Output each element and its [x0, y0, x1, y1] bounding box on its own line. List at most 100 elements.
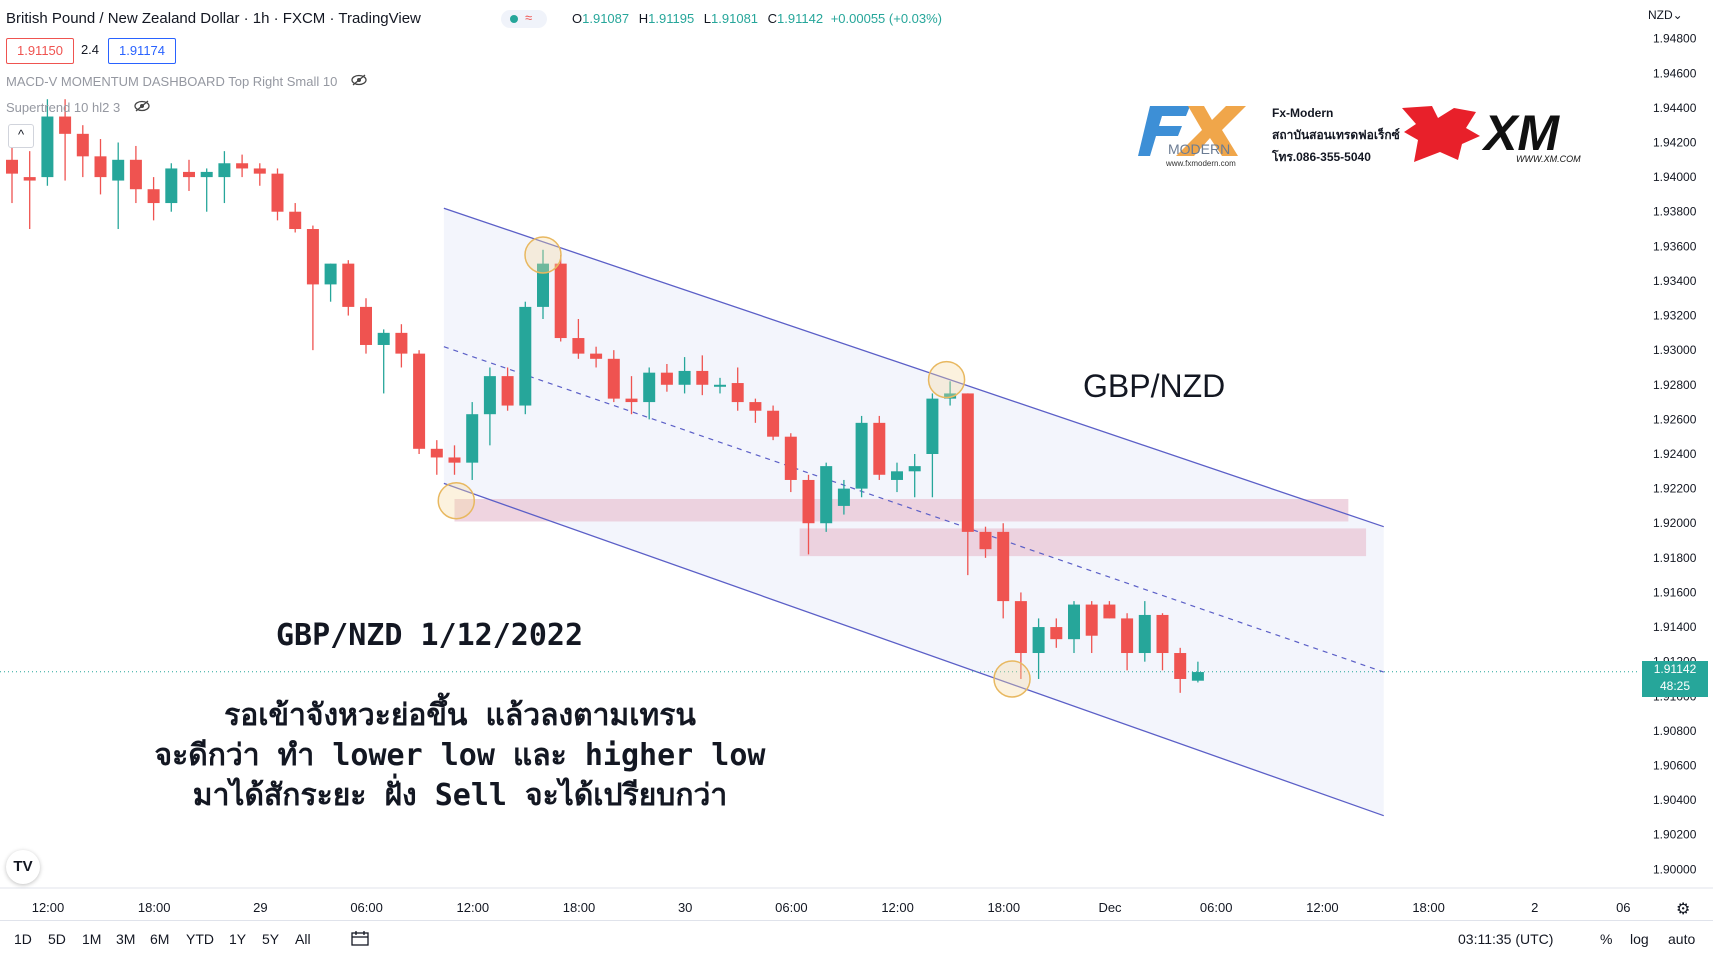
range-1d[interactable]: 1D — [14, 931, 32, 947]
candle-body — [360, 306, 372, 345]
candle — [519, 301, 532, 415]
candle-body — [342, 263, 355, 307]
candle — [218, 151, 231, 204]
price-tick-label: 1.93400 — [1653, 274, 1697, 288]
open-label: O — [572, 11, 583, 26]
candle-body — [891, 471, 903, 480]
range-6m[interactable]: 6M — [150, 931, 170, 947]
candle-body — [519, 306, 532, 406]
candle-body — [94, 156, 107, 178]
candle-body — [1138, 614, 1151, 654]
range-5d[interactable]: 5D — [48, 931, 66, 947]
candle — [607, 350, 620, 403]
candle — [590, 346, 603, 368]
candle-body — [678, 370, 691, 385]
range-1y[interactable]: 1Y — [229, 931, 247, 947]
low-value: 1.91081 — [711, 11, 759, 26]
high-value: 1.91195 — [648, 11, 695, 26]
candle — [1156, 613, 1169, 671]
candle — [41, 99, 54, 186]
percent-scale-toggle[interactable]: % — [1600, 931, 1613, 947]
candle-body — [784, 436, 797, 480]
fx-modern-name: Fx-Modern — [1272, 106, 1334, 120]
tradingview-logo-icon[interactable]: TV — [6, 850, 40, 884]
candle-body — [253, 168, 266, 174]
time-tick-label: 06 — [1616, 900, 1630, 915]
candle-body — [590, 353, 603, 359]
candle — [784, 433, 797, 493]
candle — [855, 415, 868, 498]
candle-body — [413, 353, 426, 449]
channel-upper-line — [443, 207, 1384, 528]
candle-body — [466, 414, 479, 463]
sell-price-button[interactable]: 1.91150 — [6, 38, 74, 64]
candle-body — [1014, 601, 1027, 654]
candle — [200, 168, 213, 212]
eye-off-icon[interactable] — [351, 74, 367, 89]
range-all[interactable]: All — [295, 931, 311, 947]
time-tick-label: 18:00 — [138, 900, 171, 915]
candle-body — [236, 163, 249, 169]
auto-scale-toggle[interactable]: auto — [1668, 931, 1696, 947]
buy-price-button[interactable]: 1.91174 — [108, 38, 176, 64]
candle — [94, 139, 107, 195]
swing-point-marker-4 — [993, 660, 1031, 698]
candle-body — [607, 358, 620, 399]
price-tick-label: 1.93000 — [1653, 343, 1697, 357]
price-tick-label: 1.93200 — [1653, 309, 1697, 323]
last-price-value: 1.91142 — [1653, 662, 1697, 676]
candle-body — [271, 173, 284, 212]
candle — [342, 260, 355, 316]
go-to-date-icon[interactable] — [350, 931, 370, 950]
candle — [1050, 618, 1063, 648]
candle — [59, 99, 72, 181]
candle — [678, 357, 691, 394]
channel-lower-line — [443, 482, 1384, 817]
candle — [360, 298, 372, 354]
candle-body — [6, 159, 18, 174]
indicator-supertrend[interactable]: Supertrend 10 hl2 3 — [6, 100, 150, 115]
range-5y[interactable]: 5Y — [262, 931, 280, 947]
time-tick-label: 06:00 — [775, 900, 808, 915]
candle-body — [1174, 653, 1187, 679]
price-tick-label: 1.94600 — [1653, 66, 1697, 80]
indicator-supertrend-label: Supertrend 10 hl2 3 — [6, 100, 121, 115]
eye-off-icon[interactable] — [134, 100, 150, 115]
candle — [183, 159, 195, 191]
utc-clock[interactable]: 03:11:35 (UTC) — [1458, 931, 1554, 947]
candle-body — [377, 332, 390, 345]
log-scale-toggle[interactable]: log — [1630, 931, 1649, 947]
fx-modern-contact: Fx-Modern สถาบันสอนเทรดฟอเร็กซ์ โทร.086-… — [1272, 102, 1400, 168]
candle — [837, 479, 850, 515]
settings-gear-icon[interactable]: ⚙ — [1676, 899, 1690, 918]
collapse-indicators-button[interactable]: ^ — [8, 124, 34, 148]
candle — [377, 329, 390, 394]
candle-body — [572, 338, 585, 354]
price-tick-label: 1.94000 — [1653, 170, 1697, 184]
market-status[interactable]: ≈ — [501, 10, 547, 28]
candle-body — [731, 383, 744, 403]
range-3m[interactable]: 3M — [116, 931, 136, 947]
chart-title[interactable]: British Pound / New Zealand Dollar · 1h … — [6, 10, 421, 27]
time-tick-label: 30 — [678, 900, 692, 915]
time-tick-label: 12:00 — [32, 900, 65, 915]
candle — [749, 398, 762, 423]
candle — [997, 523, 1010, 619]
indicator-macd[interactable]: MACD-V MOMENTUM DASHBOARD Top Right Smal… — [6, 74, 367, 89]
xm-logo-url: WWW.XM.COM — [1516, 154, 1581, 164]
candle-body — [76, 133, 89, 157]
price-tick-label: 1.93600 — [1653, 239, 1697, 253]
date-title-annotation: GBP/NZD 1/12/2022 — [276, 618, 584, 653]
axis-layer: 1.90000 1.90200 1.90400 1.90600 1.90800 1.910… — [0, 31, 1713, 918]
range-ytd[interactable]: YTD — [186, 931, 214, 947]
currency-selector[interactable]: NZD⌄ — [1648, 8, 1683, 22]
candle — [643, 367, 656, 420]
fx-logo-text: MODERN — [1168, 141, 1230, 157]
candle — [112, 142, 125, 230]
range-1m[interactable]: 1M — [82, 931, 102, 947]
candle-body — [1121, 618, 1134, 654]
candle-body — [908, 466, 921, 472]
candle-body — [23, 177, 36, 181]
candle-body — [749, 402, 762, 411]
